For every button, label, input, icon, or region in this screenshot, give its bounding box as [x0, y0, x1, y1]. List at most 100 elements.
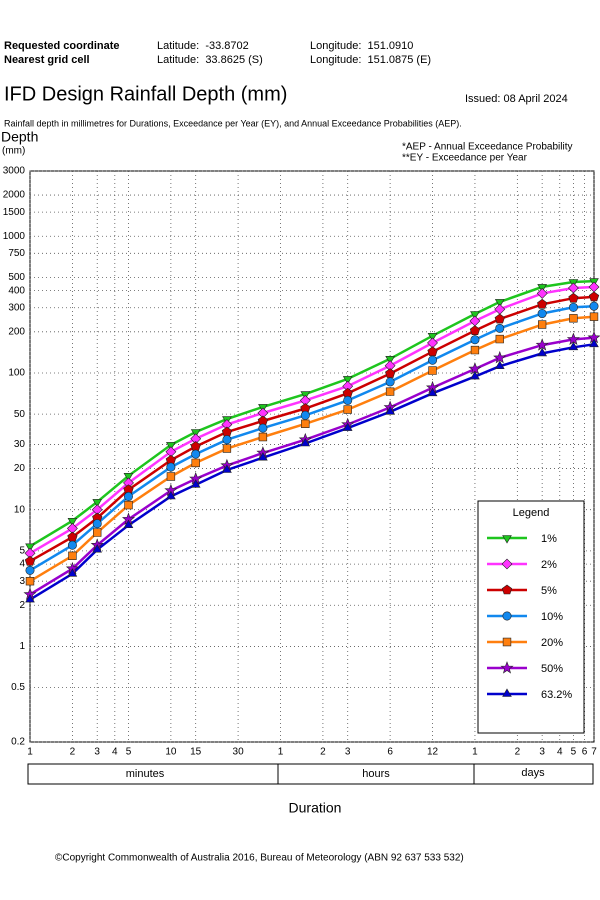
- marker: [25, 576, 35, 586]
- marker: [589, 338, 599, 348]
- y-tick-label: 2: [19, 600, 25, 611]
- requested-label: Requested coordinate: [4, 40, 120, 52]
- y-tick-label: 1000: [3, 231, 26, 242]
- marker: [535, 338, 549, 351]
- marker: [299, 394, 311, 406]
- y-tick-label: 50: [14, 409, 26, 420]
- marker: [25, 593, 35, 603]
- marker: [166, 462, 176, 472]
- marker: [494, 313, 505, 324]
- marker: [469, 325, 481, 336]
- unit-label: days: [521, 767, 545, 779]
- x-tick-label: 2: [70, 747, 76, 758]
- marker: [385, 406, 396, 415]
- requested-lon: Longitude: 151.0910: [310, 40, 413, 52]
- x-tick-label: 7: [591, 747, 597, 758]
- marker: [191, 449, 201, 459]
- marker: [343, 405, 352, 414]
- marker: [300, 410, 310, 420]
- marker: [92, 544, 103, 553]
- marker: [222, 464, 232, 473]
- x-tick-label: 6: [387, 747, 393, 758]
- marker: [24, 547, 36, 559]
- marker: [222, 435, 232, 445]
- marker: [258, 432, 268, 442]
- marker: [384, 360, 396, 372]
- x-tick-label: 30: [233, 747, 245, 758]
- marker: [222, 444, 232, 453]
- y-tick-label: 20: [14, 463, 26, 474]
- marker: [257, 407, 269, 419]
- marker: [301, 419, 310, 429]
- marker: [221, 426, 233, 437]
- y-tick-label: 400: [8, 285, 25, 296]
- unit-label: hours: [362, 768, 390, 780]
- x-tick-label: 2: [320, 747, 326, 758]
- legend-label: 50%: [541, 663, 563, 675]
- x-label: Duration: [289, 800, 342, 816]
- x-tick-label: 10: [165, 747, 177, 758]
- legend-marker: [502, 535, 512, 544]
- marker: [123, 491, 133, 501]
- y-label: Depth: [1, 129, 38, 145]
- marker: [67, 568, 78, 577]
- y-tick-label: 5: [19, 545, 25, 556]
- y-tick-label: 500: [8, 272, 25, 283]
- marker: [165, 442, 176, 451]
- y-tick-label: 300: [8, 302, 25, 313]
- y-tick-label: 4: [19, 559, 25, 570]
- marker: [427, 387, 438, 397]
- marker: [537, 309, 547, 319]
- marker: [123, 472, 134, 482]
- marker: [568, 302, 578, 312]
- marker: [91, 504, 103, 516]
- marker: [342, 376, 353, 385]
- y-tick-label: 10: [14, 504, 26, 515]
- legend-label: 1%: [541, 533, 557, 545]
- x-tick-label: 4: [112, 747, 118, 758]
- nearest-lat: Latitude: 33.8625 (S): [157, 54, 263, 66]
- legend-label: 63.2%: [541, 689, 572, 701]
- x-tick-label: 5: [126, 747, 132, 758]
- marker: [493, 350, 507, 364]
- legend-marker: [502, 611, 512, 621]
- y-tick-label: 100: [8, 368, 25, 379]
- marker: [427, 346, 438, 357]
- marker: [536, 287, 548, 299]
- y-tick-label: 2000: [3, 190, 26, 201]
- legend-label: 5%: [541, 585, 557, 597]
- marker: [258, 452, 268, 461]
- x-tick-label: 4: [557, 747, 563, 758]
- x-tick-label: 15: [190, 747, 202, 758]
- marker: [427, 332, 438, 342]
- x-tick-label: 1: [472, 747, 478, 758]
- marker: [495, 323, 505, 333]
- x-tick-label: 12: [427, 747, 439, 758]
- marker: [589, 301, 599, 311]
- y-tick-label: 1: [19, 641, 25, 652]
- y-tick-label: 30: [14, 439, 26, 450]
- nearest-label: Nearest grid cell: [4, 54, 90, 66]
- marker: [537, 347, 548, 357]
- marker: [470, 345, 480, 355]
- note: **EY - Exceedance per Year: [402, 153, 528, 164]
- marker: [165, 446, 177, 458]
- marker: [469, 315, 481, 327]
- unit-box: [27, 763, 594, 785]
- x-tick-label: 1: [27, 747, 33, 758]
- legend-title: Legend: [513, 507, 550, 519]
- plot-frame: [29, 170, 595, 743]
- legend-marker: [502, 688, 512, 697]
- x-tick-label: 3: [345, 747, 351, 758]
- marker: [92, 519, 102, 529]
- y-tick-label: 0.2: [11, 737, 25, 748]
- copyright: ©Copyright Commonwealth of Australia 201…: [55, 853, 464, 864]
- marker: [588, 281, 600, 293]
- marker: [494, 360, 505, 370]
- marker: [166, 472, 176, 481]
- y-unit: (mm): [2, 146, 25, 157]
- marker: [569, 314, 578, 323]
- marker: [494, 299, 505, 308]
